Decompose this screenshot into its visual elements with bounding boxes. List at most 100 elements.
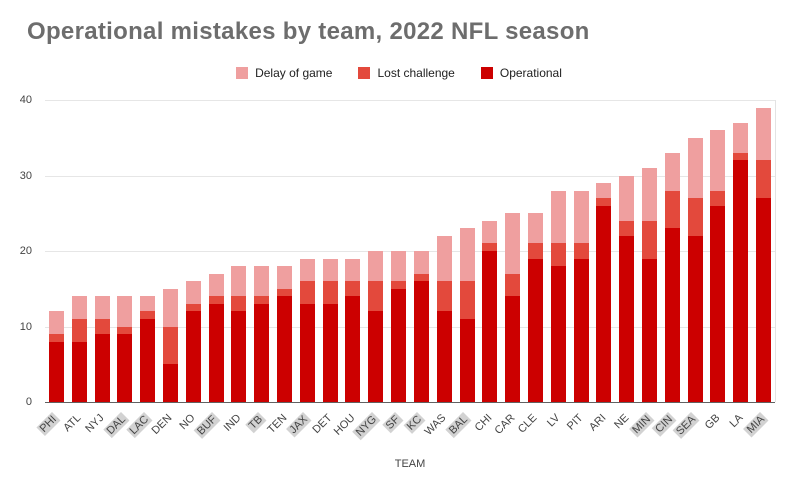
- bar-lv: [550, 190, 566, 402]
- bar-segment: [505, 273, 521, 297]
- gridline: [45, 175, 775, 177]
- bar-segment: [208, 296, 224, 304]
- bar-segment: [505, 213, 521, 274]
- bar-segment: [117, 296, 133, 327]
- bar-segment: [733, 152, 749, 161]
- bar-segment: [208, 303, 224, 402]
- bar-segment: [596, 205, 612, 402]
- bar-segment: [345, 281, 361, 297]
- bar-mia: [756, 107, 772, 402]
- bar-segment: [299, 303, 315, 402]
- bar-gb: [710, 130, 726, 402]
- bar-segment: [117, 334, 133, 402]
- bar-buf: [208, 273, 224, 402]
- bar-segment: [391, 251, 407, 282]
- bar-segment: [482, 220, 498, 244]
- bar-atl: [71, 296, 87, 402]
- bar-segment: [573, 243, 589, 259]
- legend: Delay of game Lost challenge Operational: [0, 66, 798, 80]
- bar-sf: [391, 251, 407, 402]
- gridline: [45, 100, 775, 101]
- bar-ind: [231, 266, 247, 402]
- bar-segment: [756, 198, 772, 402]
- bar-segment: [299, 281, 315, 304]
- bar-segment: [322, 281, 338, 304]
- bar-segment: [254, 296, 270, 304]
- legend-swatch: [358, 67, 371, 79]
- bar-segment: [48, 341, 64, 402]
- bar-segment: [368, 251, 384, 282]
- legend-swatch: [236, 67, 249, 79]
- bar-segment: [642, 167, 658, 221]
- bar-no: [185, 281, 201, 402]
- bar-segment: [208, 273, 224, 297]
- gridline: [45, 326, 775, 328]
- chart-title: Operational mistakes by team, 2022 NFL s…: [27, 18, 590, 45]
- bar-segment: [117, 326, 133, 335]
- bar-pit: [573, 190, 589, 402]
- y-tick-label: 0: [25, 396, 32, 408]
- bar-segment: [687, 235, 703, 402]
- bar-segment: [482, 243, 498, 251]
- bar-segment: [345, 258, 361, 282]
- bar-segment: [756, 107, 772, 161]
- bar-segment: [642, 220, 658, 259]
- bar-segment: [527, 213, 543, 244]
- bar-tb: [254, 266, 270, 402]
- bar-segment: [687, 198, 703, 236]
- bar-segment: [140, 296, 156, 312]
- bar-segment: [94, 296, 110, 319]
- bar-cin: [664, 152, 680, 402]
- legend-label: Operational: [499, 66, 562, 80]
- bar-segment: [436, 311, 452, 402]
- bar-nyg: [368, 251, 384, 402]
- bar-sea: [687, 137, 703, 402]
- team-label: LA: [727, 412, 746, 431]
- bar-chi: [482, 220, 498, 402]
- x-axis-labels: PHI ATL NYJ DAL LAC DEN NO BUF IND TB TEN JAX DET HOU…: [36, 404, 775, 462]
- bar-segment: [619, 235, 635, 402]
- bar-segment: [664, 190, 680, 229]
- bar-segment: [642, 258, 658, 402]
- bar-nyj: [94, 296, 110, 402]
- bar-segment: [459, 228, 475, 282]
- bar-segment: [596, 198, 612, 206]
- bar-segment: [94, 318, 110, 335]
- bar-segment: [254, 303, 270, 402]
- bar-segment: [71, 341, 87, 402]
- bar-min: [642, 167, 658, 402]
- bar-segment: [505, 296, 521, 402]
- bar-segment: [413, 273, 429, 282]
- bar-segment: [687, 137, 703, 199]
- bar-segment: [733, 160, 749, 402]
- plot-area: [45, 100, 776, 403]
- bar-segment: [596, 183, 612, 199]
- legend-item: Operational: [480, 66, 562, 80]
- bar-segment: [550, 243, 566, 267]
- legend-label: Delay of game: [255, 66, 333, 80]
- bar-segment: [48, 311, 64, 335]
- legend-item: Lost challenge: [358, 66, 455, 80]
- bar-segment: [140, 311, 156, 319]
- bar-segment: [277, 266, 293, 289]
- gridline: [45, 251, 775, 252]
- bar-was: [436, 235, 452, 402]
- bar-segment: [573, 258, 589, 402]
- x-axis-title: TEAM: [394, 458, 426, 470]
- bar-segment: [231, 296, 247, 312]
- bar-segment: [231, 266, 247, 297]
- bar-segment: [664, 152, 680, 191]
- bar-segment: [368, 311, 384, 402]
- bar-segment: [162, 364, 178, 402]
- legend-label: Lost challenge: [377, 66, 455, 80]
- bar-ten: [277, 266, 293, 402]
- bar-segment: [619, 220, 635, 236]
- bar-segment: [48, 334, 64, 342]
- bar-bal: [459, 228, 475, 402]
- bar-segment: [254, 266, 270, 297]
- bar-segment: [391, 281, 407, 289]
- bar-segment: [664, 228, 680, 402]
- bar-segment: [140, 318, 156, 402]
- bar-segment: [573, 190, 589, 244]
